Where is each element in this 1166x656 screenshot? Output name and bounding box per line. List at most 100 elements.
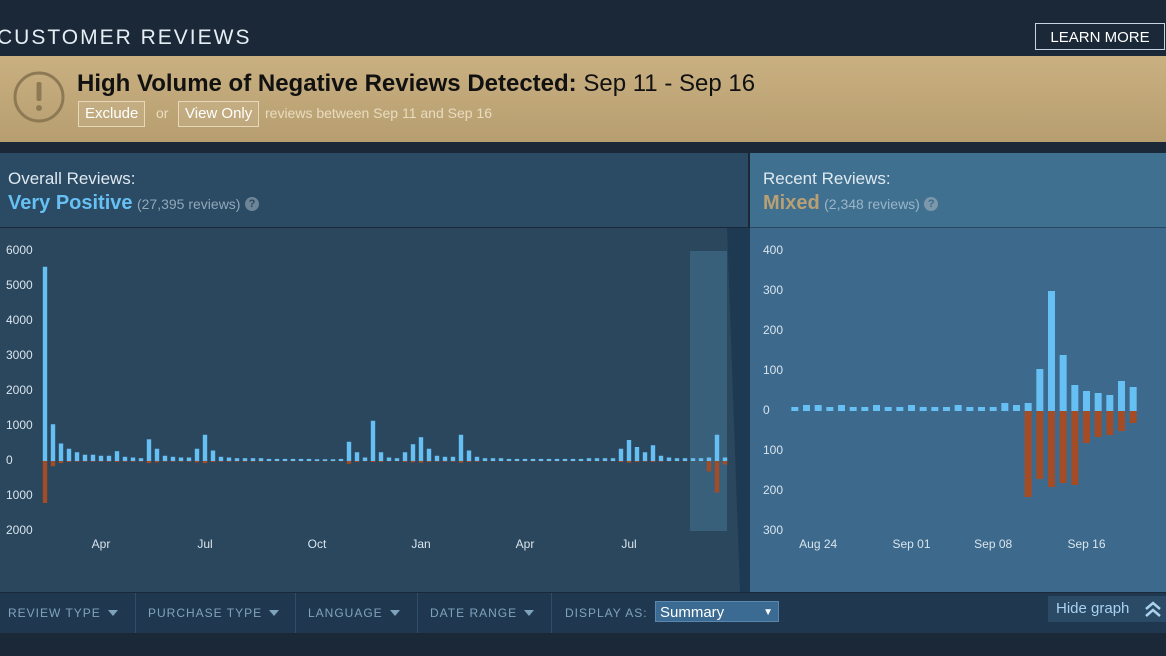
bar [514,458,520,461]
bar [394,458,400,461]
display-value: Summary [660,604,725,621]
bar [202,434,208,461]
bar [650,445,656,461]
y-tick-label: 300 [763,523,783,537]
bar [978,407,985,411]
bar [218,456,224,461]
bar [442,456,448,461]
bar [66,448,72,461]
filter-review-type[interactable]: REVIEW TYPE [8,606,118,620]
bar [154,461,160,463]
bar [586,458,592,461]
bar [74,461,80,462]
help-icon[interactable]: ? [244,197,259,211]
bar [666,457,672,461]
bar [873,405,880,411]
bar [314,459,320,461]
bar [570,458,576,461]
bar [50,424,56,461]
bar [1024,411,1032,497]
bar [594,458,600,461]
learn-more-button[interactable]: LEARN MORE [1035,23,1165,50]
bar [650,461,656,463]
y-tick-label: 0 [763,403,770,417]
bar [943,407,950,411]
y-tick-label: 0 [6,453,13,467]
bar [706,457,712,461]
bar [610,458,616,461]
bar [826,407,834,411]
bar [146,439,152,461]
y-tick-label: 200 [763,323,783,337]
range-highlight [690,251,727,531]
bar [138,458,144,461]
bar [290,458,296,461]
filter-date-range[interactable]: DATE RANGE [430,606,535,620]
view-only-button[interactable]: View Only [178,101,260,127]
bar [258,458,264,461]
filter-label: REVIEW TYPE [8,606,101,620]
bar [298,458,304,461]
hide-graph-label: Hide graph [1056,600,1130,617]
bar [114,461,120,463]
bar [1048,291,1055,411]
warning-icon [13,71,65,123]
filter-label: PURCHASE TYPE [148,606,263,620]
bar [1059,355,1067,411]
y-tick-label: 300 [763,283,783,297]
x-tick-label: Apr [516,537,535,551]
or-text: or [156,105,169,121]
bar [42,266,48,461]
bar [849,407,857,411]
bar [386,457,392,461]
bar [410,444,416,461]
bar [346,441,352,461]
x-tick-label: Sep 08 [974,537,1012,551]
bar [242,458,248,461]
bar [426,461,432,463]
bar [154,448,160,461]
bar [258,461,264,462]
bar [202,461,208,464]
recent-rating[interactable]: Mixed [763,192,820,214]
overall-rating[interactable]: Very Positive [8,192,133,214]
separator [417,593,418,633]
bar [74,452,80,461]
exclude-button[interactable]: Exclude [78,101,146,127]
filter-language[interactable]: LANGUAGE [308,606,400,620]
bar [402,452,408,461]
bar [418,437,424,461]
recent-label: Recent Reviews: [763,169,891,188]
separator [295,593,296,633]
bar [378,452,384,461]
bar [498,458,504,461]
bar [226,461,232,462]
bar [178,461,184,462]
help-icon[interactable]: ? [924,197,939,211]
filter-purchase-type[interactable]: PURCHASE TYPE [148,606,280,620]
bar [634,447,640,461]
x-tick-label: Aug 24 [799,537,837,551]
y-tick-label: 200 [763,483,783,497]
bar [234,461,240,462]
bar [370,461,376,463]
hide-graph-button[interactable]: Hide graph [1048,596,1166,622]
bar [434,461,440,462]
y-tick-label: 100 [763,443,783,457]
banner-heading: High Volume of Negative Reviews Detected… [77,70,577,97]
bar [1071,411,1079,485]
bar [474,461,480,462]
bar [250,461,256,462]
bar [466,461,472,463]
bar [106,455,112,461]
display-select[interactable]: Summary ▼ [655,601,779,622]
bar [706,461,712,472]
bar [698,458,704,461]
bar [1083,411,1090,443]
bar [442,461,448,462]
select-arrow: ▼ [763,607,773,618]
bar [122,461,128,462]
bar [1013,405,1020,411]
bar [234,458,240,461]
bar [50,461,56,467]
